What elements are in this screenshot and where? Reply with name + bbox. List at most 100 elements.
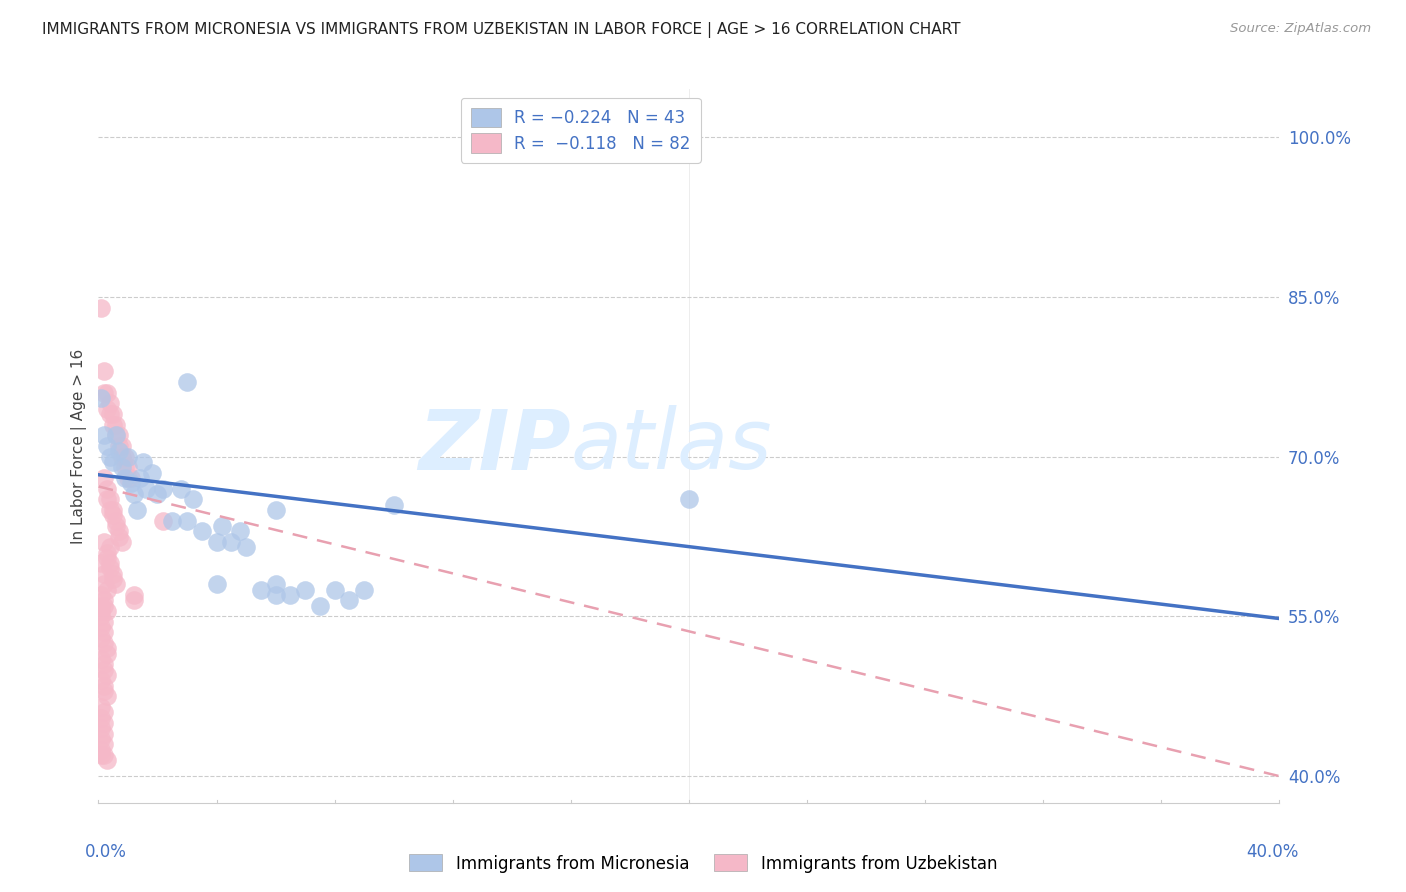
Point: [96, 647, 118, 661]
Point: [90, 652, 112, 666]
Point: [98, 556, 121, 570]
Point: [114, 471, 136, 485]
Point: [181, 492, 204, 507]
Point: [105, 428, 128, 442]
Point: [111, 450, 134, 464]
Text: 0.0%: 0.0%: [84, 843, 127, 861]
Point: [250, 582, 273, 597]
Point: [264, 588, 287, 602]
Point: [117, 471, 139, 485]
Point: [90, 604, 112, 618]
Point: [235, 540, 257, 554]
Point: [117, 460, 139, 475]
Point: [90, 556, 112, 570]
Point: [111, 534, 134, 549]
Point: [108, 524, 131, 539]
Point: [141, 466, 163, 480]
Text: Source: ZipAtlas.com: Source: ZipAtlas.com: [1230, 22, 1371, 36]
Point: [105, 417, 128, 432]
Point: [264, 503, 287, 517]
Text: atlas: atlas: [571, 406, 772, 486]
Point: [105, 577, 128, 591]
Point: [93, 599, 115, 613]
Point: [90, 700, 112, 714]
Point: [122, 487, 145, 501]
Point: [93, 657, 115, 672]
Point: [93, 737, 115, 751]
Point: [93, 663, 115, 677]
Legend: R = −0.224   N = 43, R =  −0.118   N = 82: R = −0.224 N = 43, R = −0.118 N = 82: [461, 97, 700, 162]
Point: [114, 460, 136, 475]
Point: [90, 599, 112, 613]
Point: [105, 514, 128, 528]
Point: [93, 577, 115, 591]
Point: [90, 747, 112, 762]
Point: [191, 524, 214, 539]
Point: [353, 582, 375, 597]
Point: [103, 503, 125, 517]
Point: [339, 593, 360, 607]
Point: [96, 690, 118, 704]
Point: [90, 620, 112, 634]
Point: [108, 439, 131, 453]
Point: [128, 471, 150, 485]
Point: [93, 747, 115, 762]
Point: [278, 588, 302, 602]
Point: [205, 534, 228, 549]
Point: [103, 455, 125, 469]
Point: [93, 428, 115, 442]
Point: [96, 753, 118, 767]
Point: [96, 545, 118, 559]
Point: [205, 577, 228, 591]
Point: [93, 534, 115, 549]
Point: [96, 604, 118, 618]
Point: [93, 726, 115, 740]
Point: [120, 476, 142, 491]
Point: [93, 679, 115, 693]
Point: [93, 706, 115, 720]
Point: [96, 582, 118, 597]
Point: [152, 482, 174, 496]
Point: [98, 396, 121, 410]
Point: [120, 471, 142, 485]
Point: [93, 566, 115, 581]
Point: [96, 482, 118, 496]
Point: [90, 710, 112, 724]
Point: [323, 582, 346, 597]
Point: [309, 599, 332, 613]
Text: 40.0%: 40.0%: [1246, 843, 1299, 861]
Point: [90, 631, 112, 645]
Point: [125, 503, 148, 517]
Point: [108, 444, 131, 458]
Point: [170, 482, 193, 496]
Point: [176, 375, 198, 389]
Point: [98, 450, 121, 464]
Point: [103, 407, 125, 421]
Point: [90, 391, 112, 405]
Point: [90, 673, 112, 688]
Point: [93, 593, 115, 607]
Point: [152, 514, 174, 528]
Point: [105, 519, 128, 533]
Point: [103, 508, 125, 523]
Point: [211, 519, 233, 533]
Point: [93, 471, 115, 485]
Point: [382, 498, 405, 512]
Point: [90, 609, 112, 624]
Legend: Immigrants from Micronesia, Immigrants from Uzbekistan: Immigrants from Micronesia, Immigrants f…: [402, 847, 1004, 880]
Point: [111, 439, 134, 453]
Point: [98, 540, 121, 554]
Text: ZIP: ZIP: [418, 406, 571, 486]
Point: [114, 450, 136, 464]
Text: IMMIGRANTS FROM MICRONESIA VS IMMIGRANTS FROM UZBEKISTAN IN LABOR FORCE | AGE > : IMMIGRANTS FROM MICRONESIA VS IMMIGRANTS…: [42, 22, 960, 38]
Point: [108, 428, 131, 442]
Point: [93, 625, 115, 640]
Point: [264, 577, 287, 591]
Point: [176, 514, 198, 528]
Point: [98, 503, 121, 517]
Point: [96, 550, 118, 565]
Point: [98, 407, 121, 421]
Point: [96, 668, 118, 682]
Point: [98, 561, 121, 575]
Point: [122, 588, 145, 602]
